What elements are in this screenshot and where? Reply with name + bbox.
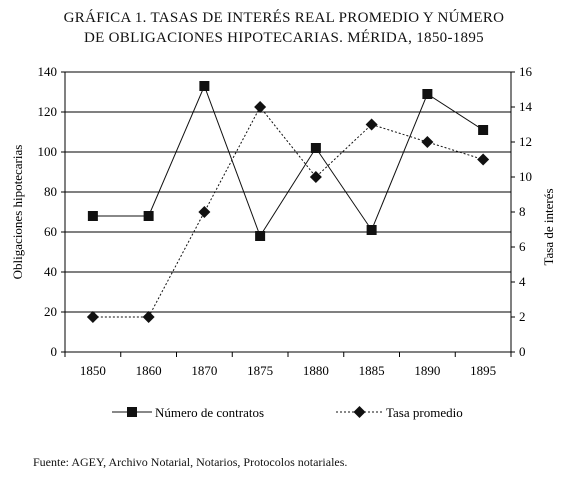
legend-marker-1 <box>127 407 137 417</box>
x-tick-label: 1875 <box>247 363 273 378</box>
y-tick-label: 40 <box>44 264 57 279</box>
chart-title-line-1: GRÁFICA 1. TASAS DE INTERÉS REAL PROMEDI… <box>63 10 505 26</box>
source-note: Fuente: AGEY, Archivo Notarial, Notarios… <box>33 455 348 469</box>
y-tick-label: 100 <box>38 144 58 159</box>
series-line-1 <box>92 84 484 238</box>
data-point-series-1 <box>255 231 266 241</box>
y-tick-label: 120 <box>38 104 58 119</box>
data-point-series-1 <box>478 125 489 135</box>
y-tick-label: 60 <box>44 224 57 239</box>
x-tick-label: 1890 <box>414 363 440 378</box>
data-point-series-2 <box>365 118 378 131</box>
series-line-2 <box>92 106 484 318</box>
chart-title: GRÁFICA 1. TASAS DE INTERÉS REAL PROMEDI… <box>0 8 568 48</box>
chart-title-line-2: DE OBLIGACIONES HIPOTECARIAS. MÉRIDA, 18… <box>84 30 484 46</box>
y-tick-label: 140 <box>38 64 58 79</box>
data-point-series-2 <box>254 101 267 113</box>
grid-lines <box>65 71 511 313</box>
legend: Número de contratos Tasa promedio <box>112 405 463 420</box>
data-point-series-2 <box>198 206 211 218</box>
data-point-series-2 <box>421 136 434 148</box>
data-point-series-2 <box>309 171 322 183</box>
y2-tick-label: 10 <box>519 169 532 184</box>
legend-label-1: Número de contratos <box>155 405 264 420</box>
y-tick-label: 80 <box>44 184 57 199</box>
data-point-series-2 <box>142 311 155 323</box>
y2-tick-label: 0 <box>519 344 526 359</box>
data-point-series-1 <box>310 143 321 153</box>
y2-tick-label: 4 <box>519 274 526 289</box>
data-point-series-2 <box>477 153 490 166</box>
axes: 0 20 40 60 80 100 120 140 0 2 4 6 8 10 12 14 16 1850 1860 1… <box>38 64 533 378</box>
data-point-series-1 <box>199 81 210 91</box>
series-layer <box>86 81 490 323</box>
data-point-series-1 <box>422 89 433 99</box>
y2-tick-label: 2 <box>519 309 526 324</box>
y-axis-label: Obligaciones hipotecarias <box>10 145 25 280</box>
data-point-series-2 <box>86 311 99 323</box>
legend-marker-2 <box>353 406 366 418</box>
x-tick-label: 1850 <box>80 363 106 378</box>
y2-axis-label: Tasa de interés <box>541 188 556 265</box>
x-tick-label: 1870 <box>191 363 217 378</box>
y2-tick-label: 14 <box>519 99 533 114</box>
y2-tick-label: 16 <box>519 64 533 79</box>
x-tick-label: 1885 <box>359 363 385 378</box>
data-point-series-1 <box>366 225 377 235</box>
x-tick-label: 1880 <box>303 363 329 378</box>
y2-tick-label: 6 <box>519 239 526 254</box>
y2-tick-label: 12 <box>519 134 532 149</box>
legend-label-2: Tasa promedio <box>386 405 463 420</box>
x-tick-label: 1895 <box>470 363 496 378</box>
data-point-series-1 <box>143 211 154 221</box>
data-point-series-1 <box>87 211 98 221</box>
y-tick-label: 20 <box>44 304 57 319</box>
y2-tick-label: 8 <box>519 204 526 219</box>
y-tick-label: 0 <box>51 344 58 359</box>
x-tick-label: 1860 <box>136 363 162 378</box>
